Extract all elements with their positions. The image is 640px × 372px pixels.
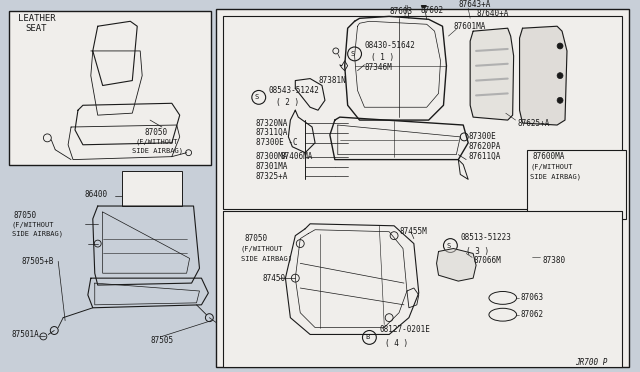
Bar xyxy=(527,150,627,219)
Text: 87062: 87062 xyxy=(520,310,543,319)
Text: SIDE AIRBAG): SIDE AIRBAG) xyxy=(12,230,63,237)
Bar xyxy=(122,171,182,206)
Text: 87320NA: 87320NA xyxy=(256,119,288,128)
Text: 87346M: 87346M xyxy=(364,63,392,72)
Bar xyxy=(216,9,629,367)
Text: 87640+A: 87640+A xyxy=(476,9,508,18)
Text: 87603: 87603 xyxy=(389,7,412,16)
Polygon shape xyxy=(470,28,514,120)
Circle shape xyxy=(403,0,408,4)
Polygon shape xyxy=(520,26,567,125)
Text: 87601MA: 87601MA xyxy=(453,22,486,31)
Text: 87625+A: 87625+A xyxy=(518,119,550,128)
Bar xyxy=(223,16,622,209)
Text: (F/WITHOUT: (F/WITHOUT xyxy=(241,245,284,252)
Text: 87066M: 87066M xyxy=(473,256,501,265)
Text: (F/WITHOUT: (F/WITHOUT xyxy=(135,138,178,145)
Text: 87643+A: 87643+A xyxy=(458,0,491,9)
Text: 87455M: 87455M xyxy=(399,227,427,236)
Text: SIDE AIRBAG): SIDE AIRBAG) xyxy=(531,173,581,180)
Text: 87505: 87505 xyxy=(150,336,173,345)
Text: 08543-51242: 08543-51242 xyxy=(269,86,319,95)
Circle shape xyxy=(557,43,563,49)
Text: 87450: 87450 xyxy=(262,274,286,283)
Text: 87300E -C: 87300E -C xyxy=(256,138,298,147)
Text: ( 2 ): ( 2 ) xyxy=(276,98,299,107)
Text: 87380: 87380 xyxy=(542,256,565,265)
Bar xyxy=(9,12,211,164)
Text: ( 3 ): ( 3 ) xyxy=(466,247,490,256)
Circle shape xyxy=(557,97,563,103)
Text: LEATHER: LEATHER xyxy=(18,14,55,23)
Text: 87406MA: 87406MA xyxy=(280,152,313,161)
Text: 87300MA: 87300MA xyxy=(256,152,288,161)
Text: ( 1 ): ( 1 ) xyxy=(371,53,394,62)
Text: SEAT: SEAT xyxy=(26,24,47,33)
Text: 87620PA: 87620PA xyxy=(468,142,500,151)
Text: SIDE AIRBAG): SIDE AIRBAG) xyxy=(241,255,292,262)
Text: 87611QA: 87611QA xyxy=(468,152,500,161)
Text: (F/WITHOUT: (F/WITHOUT xyxy=(12,222,54,228)
Text: SIDE AIRBAG): SIDE AIRBAG) xyxy=(132,147,183,154)
Circle shape xyxy=(421,3,426,8)
Circle shape xyxy=(557,73,563,78)
Text: S: S xyxy=(255,94,259,100)
Text: (F/WITHOUT: (F/WITHOUT xyxy=(531,163,573,170)
Text: 87050: 87050 xyxy=(144,128,167,137)
Text: JR700 P: JR700 P xyxy=(575,357,607,367)
Text: ( 4 ): ( 4 ) xyxy=(385,339,408,348)
Text: 87501A: 87501A xyxy=(12,330,40,339)
Text: 87325+A: 87325+A xyxy=(256,172,288,181)
Text: 87050: 87050 xyxy=(13,211,37,221)
Text: 86400: 86400 xyxy=(85,190,108,199)
Bar xyxy=(223,211,622,367)
Text: 87050: 87050 xyxy=(245,234,268,243)
Polygon shape xyxy=(436,248,476,281)
Text: S: S xyxy=(351,51,355,57)
Text: B: B xyxy=(365,334,369,340)
Text: 08513-51223: 08513-51223 xyxy=(460,233,511,242)
Text: 87301MA: 87301MA xyxy=(256,162,288,171)
Text: 87311QA: 87311QA xyxy=(256,128,288,137)
Text: 08127-0201E: 08127-0201E xyxy=(380,325,430,334)
Text: 87300E: 87300E xyxy=(468,132,496,141)
Text: 87505+B: 87505+B xyxy=(22,257,54,266)
Text: 87063: 87063 xyxy=(520,294,543,302)
Text: 87602: 87602 xyxy=(420,6,444,15)
Text: 87600MA: 87600MA xyxy=(532,152,564,161)
Text: 87381N: 87381N xyxy=(318,76,346,85)
Text: 08430-51642: 08430-51642 xyxy=(364,42,415,51)
Text: S: S xyxy=(446,243,451,248)
